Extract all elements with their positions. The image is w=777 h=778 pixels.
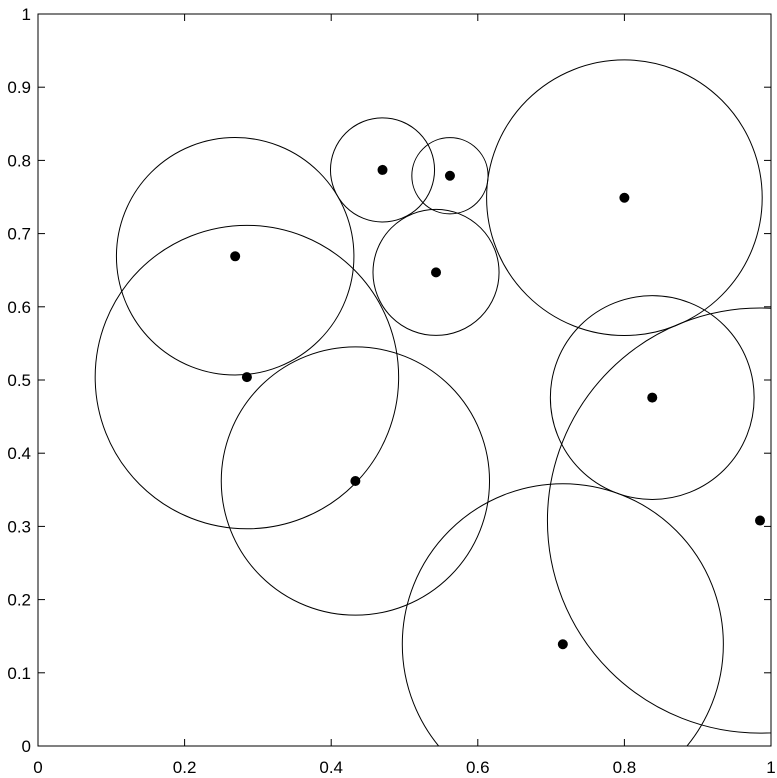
data-point-4 bbox=[431, 267, 442, 278]
x-tick-label: 0.4 bbox=[319, 758, 343, 777]
data-point-1 bbox=[241, 372, 252, 383]
circle-1 bbox=[94, 224, 400, 530]
y-tick-label: 0.5 bbox=[7, 371, 31, 390]
data-point-9 bbox=[557, 639, 568, 650]
circle-0 bbox=[115, 137, 355, 376]
x-tick-label: 0.6 bbox=[466, 758, 490, 777]
circle-4 bbox=[372, 208, 500, 336]
data-point-8 bbox=[755, 515, 766, 526]
x-tick-label: 0 bbox=[33, 758, 42, 777]
circle-7 bbox=[549, 295, 755, 500]
x-tick-label: 1 bbox=[766, 758, 775, 777]
data-point-5 bbox=[350, 476, 361, 487]
y-tick-label: 0.2 bbox=[7, 591, 31, 610]
y-tick-label: 0.8 bbox=[7, 151, 31, 170]
y-tick-label: 0.7 bbox=[7, 225, 31, 244]
circle-6 bbox=[486, 59, 763, 337]
x-axis: 0 0.2 0.4 0.6 0.8 1 bbox=[33, 14, 776, 777]
circle-8 bbox=[546, 307, 771, 734]
y-tick-label: 0.3 bbox=[7, 517, 31, 536]
data-point-0 bbox=[230, 251, 241, 262]
x-tick-label: 0.2 bbox=[173, 758, 197, 777]
data-point-3 bbox=[444, 170, 455, 181]
data-point-2 bbox=[377, 164, 388, 175]
circle-9 bbox=[401, 483, 724, 746]
y-tick-label: 0.1 bbox=[7, 664, 31, 683]
y-tick-label: 0.9 bbox=[7, 78, 31, 97]
y-axis: 0 0.1 0.2 0.3 0.4 0.5 0.6 0.7 0.8 0.9 1 bbox=[7, 5, 771, 756]
y-tick-label: 0.6 bbox=[7, 298, 31, 317]
plot-background bbox=[38, 14, 771, 746]
data-point-6 bbox=[619, 192, 630, 203]
data-point-7 bbox=[647, 392, 658, 403]
y-tick-label: 0.4 bbox=[7, 444, 31, 463]
circles-layer bbox=[94, 59, 771, 746]
circle-2 bbox=[329, 117, 436, 223]
circle-5 bbox=[220, 346, 491, 616]
y-tick-label: 0 bbox=[22, 737, 31, 756]
y-tick-label: 1 bbox=[22, 5, 31, 24]
x-tick-label: 0.8 bbox=[613, 758, 637, 777]
points-layer bbox=[230, 164, 766, 650]
